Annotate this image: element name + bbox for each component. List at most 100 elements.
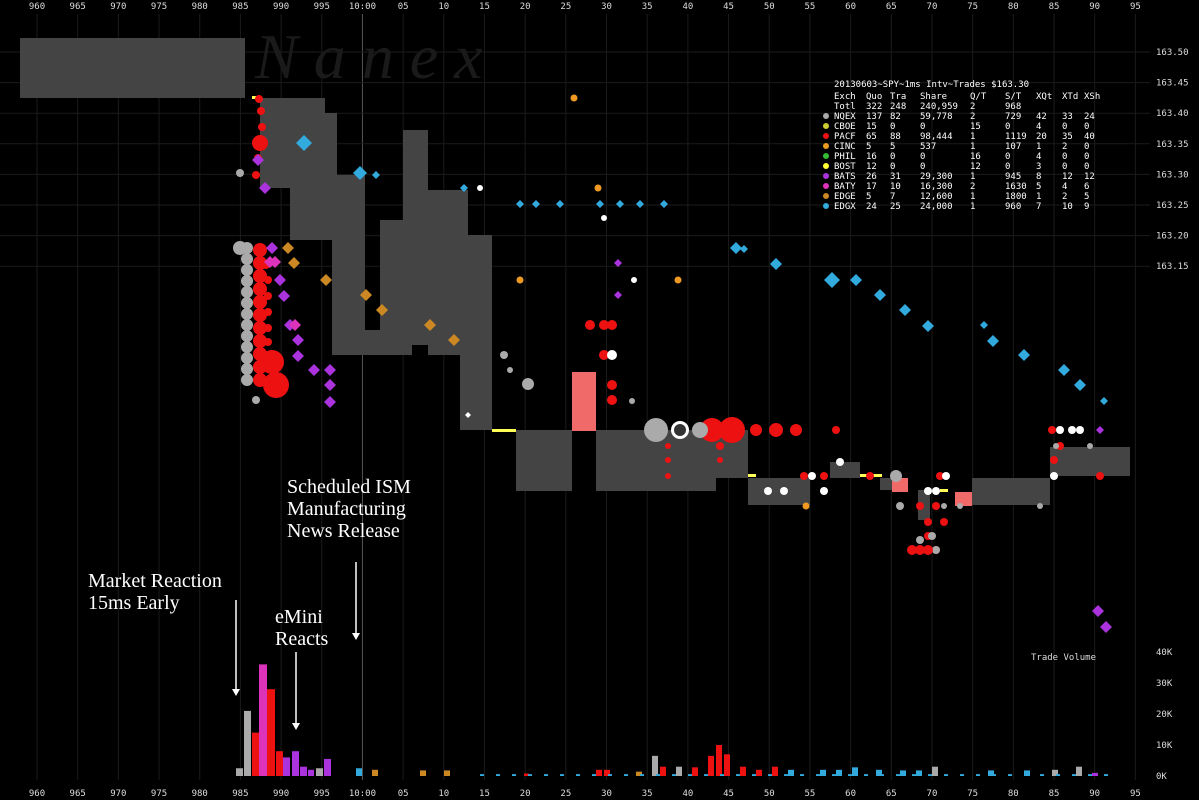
x-tick-top: 70 [927,2,938,12]
trade-point [1050,456,1058,464]
trade-diamond [259,182,271,194]
x-tick-top: 975 [151,2,167,12]
volume-bar [276,751,283,776]
stats-total: 968 [1005,102,1021,112]
volume-bar [267,689,275,776]
volume-bar [676,766,682,776]
x-tick-top: 970 [110,2,126,12]
volume-tick: 30K [1156,679,1173,689]
volume-bar [576,774,580,776]
trade-point [1096,472,1104,480]
trade-point [257,107,265,115]
trade-point [719,417,745,443]
x-tick-top: 980 [192,2,208,12]
trade-diamond [269,256,281,268]
stats-cell: 4 [1036,122,1041,132]
trade-point [1068,426,1076,434]
trade-point [942,472,950,480]
trade-point [932,546,940,554]
trade-diamond [824,272,840,288]
trade-point [252,135,268,151]
x-tick-bottom: 980 [192,789,208,799]
x-tick-top: 95 [1130,2,1141,12]
trade-point [932,502,940,510]
trade-diamond [899,304,911,316]
x-tick-bottom: 75 [967,789,978,799]
volume-bar [259,664,267,776]
trade-diamond [614,259,622,267]
trade-diamond [1096,426,1104,434]
volume-bar [740,766,746,776]
stats-cell: 5 [866,142,871,152]
stats-cell: 960 [1005,202,1021,212]
trade-point [790,424,802,436]
trade-point [585,320,595,330]
stats-legend-dot [823,193,829,199]
trade-diamond [616,200,624,208]
volume-bar [944,774,948,776]
trade-diamond [448,334,460,346]
nbbo-band [918,490,930,520]
stats-cell: 1 [1036,142,1041,152]
trade-point [241,352,253,364]
trade-point [570,94,578,102]
stats-cell: 10 [890,182,901,192]
grid [0,14,1150,780]
stats-cell: 15 [866,122,877,132]
y-tick: 163.30 [1156,170,1189,180]
stats-legend-dot [823,113,829,119]
trade-point [264,308,272,316]
stats-exchange-name: EDGX [834,202,856,212]
trade-diamond [460,184,468,192]
x-tick-top: 15 [479,2,490,12]
trade-diamond [372,171,380,179]
trade-point [800,472,808,480]
trade-point [607,395,617,405]
volume-bar [1072,774,1076,776]
trade-point [924,487,932,495]
stats-legend-dot [823,183,829,189]
volume-bar [496,774,500,776]
trade-point [607,320,617,330]
trade-point [924,518,932,526]
trade-point [923,545,933,555]
trade-diamond [980,321,988,329]
trade-diamond [282,242,294,254]
trade-point [1050,472,1058,480]
stats-cell: 31 [890,172,901,182]
x-tick-bottom: 55 [804,789,815,799]
x-tick-bottom: 10 [438,789,449,799]
trade-point [665,457,671,463]
x-tick-bottom: 25 [560,789,571,799]
trade-point [1053,443,1059,449]
x-tick-top: 85 [1049,2,1060,12]
stats-cell: 1630 [1005,182,1027,192]
trade-point [233,241,247,255]
stats-cell: 5 [1036,182,1041,192]
trade-diamond [532,200,540,208]
trade-point [1076,426,1084,434]
stats-header: XQt [1036,92,1052,102]
stats-cell: 0 [1084,162,1089,172]
trade-point [820,487,828,495]
x-tick-top: 55 [804,2,815,12]
volume-bar [876,769,882,776]
stats-cell: 1800 [1005,192,1027,202]
trade-point [896,502,904,510]
trade-diamond [465,412,471,418]
trade-diamond [516,200,524,208]
x-tick-bottom: 960 [29,789,45,799]
x-tick-bottom: 30 [601,789,612,799]
trade-point [507,367,513,373]
trade-point [599,350,609,360]
trade-point [750,424,762,436]
x-tick-top: 65 [886,2,897,12]
trade-point [631,277,637,283]
stats-title: 20130603~SPY~1ms Intv~Trades $163.30 [834,80,1029,90]
volume-bar [1040,774,1044,776]
volume-bar [960,774,964,776]
trade-point [915,545,925,555]
trade-point [916,536,924,544]
x-tick-top: 990 [273,2,289,12]
x-tick-bottom: 15 [479,789,490,799]
